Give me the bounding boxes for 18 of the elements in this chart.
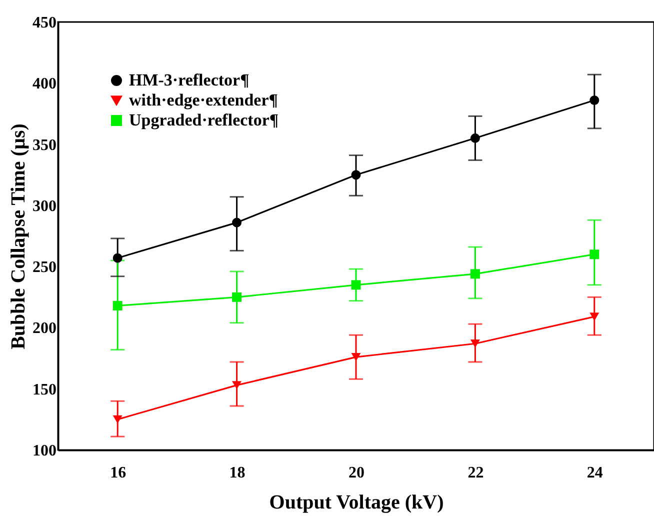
y-tick-label: 200 [32, 320, 56, 338]
x-tick-label: 16 [110, 464, 126, 482]
y-tick-label: 350 [32, 136, 56, 154]
y-tick-label: 300 [32, 198, 56, 215]
legend-label: with·edge·extender¶ [129, 90, 278, 110]
x-axis-title: Output Voltage (kV) [269, 492, 444, 514]
y-tick-label: 150 [32, 381, 56, 398]
y-tick-label: 250 [32, 259, 56, 276]
x-tick-label: 20 [348, 464, 364, 482]
y-tick-label: 450 [32, 14, 56, 32]
x-tick-label: 24 [586, 464, 603, 482]
legend-label: Upgraded·reflector¶ [129, 110, 279, 130]
y-axis-title: Bubble Collapse Time (µs) [8, 124, 30, 350]
x-tick-label: 22 [468, 464, 484, 482]
legend-label: HM-3·reflector¶ [129, 70, 250, 90]
y-tick-label: 400 [32, 76, 56, 93]
y-tick-label: 100 [32, 442, 56, 460]
x-tick-label: 18 [229, 464, 246, 482]
